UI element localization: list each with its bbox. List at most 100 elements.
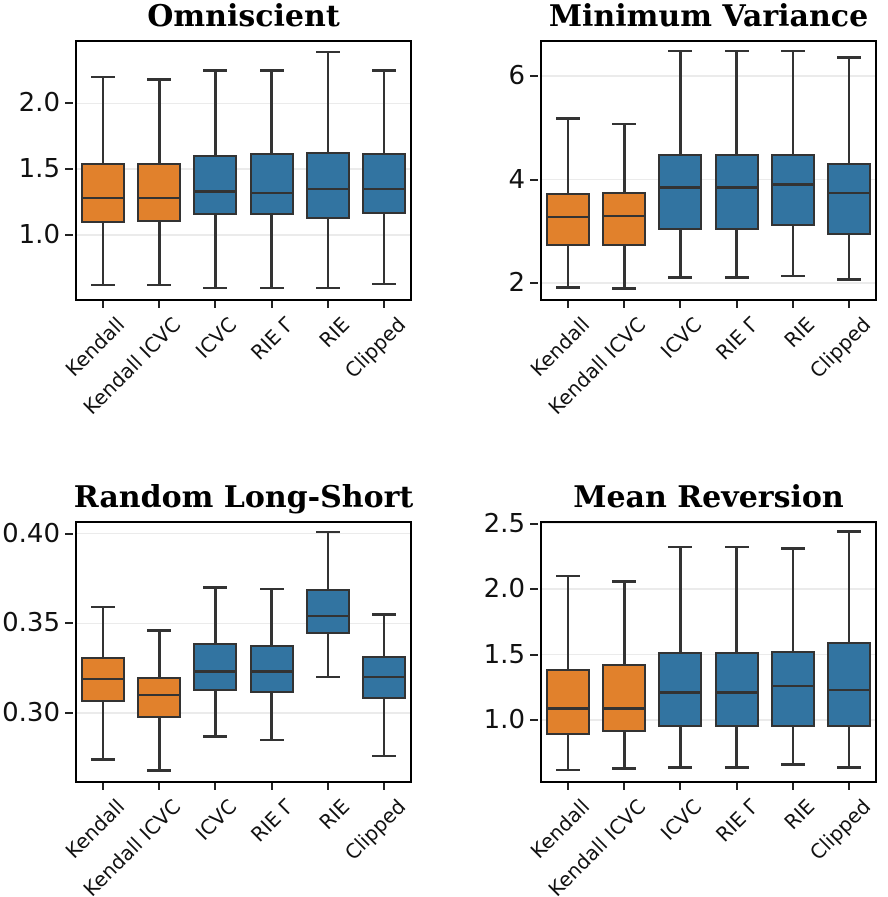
median-rie	[770, 684, 815, 688]
median-rie	[249, 191, 294, 195]
x-tick-mark	[382, 301, 385, 308]
whisker-cap-low-icvc	[203, 286, 228, 290]
whisker-cap-high-clipped	[836, 530, 861, 533]
chart-title-omniscient: Omniscient	[147, 0, 340, 34]
y-gridline	[540, 719, 877, 721]
y-tick-mark	[530, 281, 538, 284]
x-tick-label-rie: RIE	[314, 312, 355, 353]
whisker-cap-high-kendall	[556, 117, 581, 120]
y-tick-label: 0.40	[2, 518, 60, 549]
median-clipped	[826, 191, 871, 195]
x-tick-label-rie: RIE	[779, 794, 820, 835]
box-clipped	[826, 163, 871, 236]
chart-title-mean-reversion: Mean Reversion	[573, 480, 844, 515]
y-tick-mark	[530, 588, 538, 591]
plot-frame	[75, 521, 412, 783]
x-tick-mark	[791, 301, 794, 308]
x-tick-mark	[623, 783, 626, 790]
median-rie	[714, 186, 759, 189]
x-tick-mark	[623, 301, 626, 308]
subplot-omniscient: Omniscient 1.0 1.5 2.0 Kendall Kendall ICVC I…	[19, 0, 412, 419]
y-tick-mark	[530, 75, 538, 78]
x-tick-mark	[567, 301, 570, 308]
x-tick-mark	[567, 783, 570, 790]
whisker-cap-high-rie	[724, 49, 749, 53]
median-rie	[305, 187, 350, 191]
y-tick-mark	[65, 712, 73, 714]
box-icvc	[658, 652, 703, 727]
y-gridline	[75, 168, 412, 170]
x-tick-label-rie: RIE Γ	[245, 794, 298, 847]
box-kendall-icvc	[602, 663, 647, 732]
x-tick-mark	[382, 783, 385, 790]
y-gridline	[75, 102, 412, 105]
y-tick-mark	[530, 653, 538, 656]
x-tick-mark	[214, 301, 217, 308]
whisker-cap-high-rie	[315, 50, 340, 54]
y-gridline	[540, 75, 877, 77]
box-icvc	[193, 154, 238, 216]
whisker-cap-high-icvc	[203, 586, 228, 589]
x-tick-mark	[270, 783, 273, 790]
x-tick-mark	[326, 301, 329, 308]
whisker-cap-low-rie	[259, 286, 284, 290]
whisker-cap-low-kendall-icvc	[612, 767, 637, 770]
box-icvc	[658, 153, 703, 230]
y-tick-label: 2.0	[483, 574, 525, 605]
whisker-cap-low-rie	[315, 286, 340, 290]
y-tick-label: 2.5	[483, 508, 525, 539]
median-kendall	[81, 196, 126, 200]
subplot-minimum-variance: Minimum Variance 2 4 6 Kendall Kendall ICVC I…	[508, 0, 877, 419]
median-clipped	[826, 688, 871, 692]
y-tick-label: 2	[508, 267, 525, 298]
box-rie	[770, 153, 815, 227]
whisker-cap-high-kendall	[556, 574, 581, 578]
median-kendall	[546, 215, 591, 218]
box-rie	[714, 652, 759, 727]
whisker-cap-high-kendall-icvc	[147, 629, 172, 632]
whisker-cap-low-kendall	[91, 758, 116, 761]
x-tick-label-icvc: ICVC	[656, 794, 707, 845]
x-tick-label-clipped: Clipped	[804, 794, 876, 865]
whisker-cap-low-kendall	[91, 283, 116, 287]
box-kendall	[546, 192, 591, 247]
y-gridline	[540, 522, 877, 525]
y-tick-mark	[530, 178, 538, 181]
whisker-cap-low-clipped	[836, 766, 861, 769]
whisker-cap-low-rie	[259, 738, 284, 742]
box-icvc	[193, 643, 238, 692]
x-tick-mark	[158, 783, 161, 790]
x-tick-label-clipped: Clipped	[339, 794, 411, 865]
whisker-cap-low-clipped	[371, 282, 396, 286]
x-tick-mark	[102, 783, 105, 790]
x-tick-label-rie: RIE Γ	[710, 794, 763, 847]
median-kendall-icvc	[137, 196, 182, 200]
y-gridline	[75, 622, 412, 625]
y-tick-mark	[65, 532, 73, 535]
x-tick-label-icvc: ICVC	[656, 312, 707, 363]
whisker-cap-high-clipped	[371, 613, 396, 616]
x-tick-mark	[847, 783, 850, 790]
y-gridline	[75, 532, 412, 535]
x-tick-mark	[847, 301, 850, 308]
y-tick-mark	[530, 719, 538, 722]
median-kendall-icvc	[602, 707, 647, 710]
whisker-cap-high-rie	[780, 547, 805, 550]
y-gridline	[540, 282, 877, 284]
whisker-cap-high-kendall-icvc	[612, 580, 637, 583]
x-tick-mark	[102, 301, 105, 308]
y-tick-label: 0.35	[2, 608, 60, 639]
x-tick-label-clipped: Clipped	[339, 312, 411, 383]
whisker-cap-low-icvc	[668, 276, 693, 279]
whisker-cap-high-clipped	[836, 56, 861, 59]
x-tick-label-rie: RIE Γ	[245, 312, 298, 365]
y-tick-label: 2.0	[18, 88, 60, 119]
median-clipped	[361, 187, 406, 191]
whisker-cap-low-kendall-icvc	[612, 287, 637, 290]
subplot-random-long-short: Random Long-Short 0.30 0.35 0.40 Kendall Ken…	[2, 481, 413, 897]
median-icvc	[658, 691, 703, 694]
whisker-cap-high-kendall-icvc	[612, 122, 637, 126]
whisker-cap-high-kendall	[91, 605, 116, 609]
box-kendall	[81, 162, 126, 224]
x-tick-mark	[158, 301, 161, 308]
